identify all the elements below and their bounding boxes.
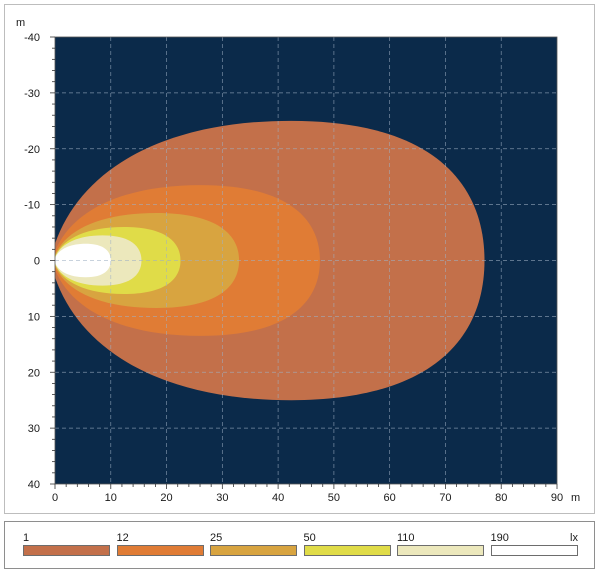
y-tick-label: -20 [24, 144, 40, 156]
y-tick-label: 20 [28, 367, 40, 379]
legend-label-50: 50 [303, 532, 316, 544]
legend: 1 12 25 50 110 190 lx [4, 521, 595, 569]
legend-swatch-25 [210, 545, 297, 556]
x-tick-label: 0 [52, 492, 58, 504]
x-tick-label: 20 [160, 492, 172, 504]
isolux-contour-190 [55, 243, 111, 278]
y-tick-label: -10 [24, 200, 40, 212]
x-tick-label: 90 [551, 492, 563, 504]
chart-frame: 0 10 20 30 40 50 60 70 80 90 m -40 -30 -20 -10 0 10 20 30 4… [4, 4, 595, 514]
x-tick-label: 80 [495, 492, 507, 504]
y-tick-label: -40 [24, 32, 40, 44]
x-unit-label: m [571, 492, 580, 504]
x-tick-label: 10 [105, 492, 117, 504]
x-tick-label: 70 [439, 492, 451, 504]
y-unit-label: m [16, 17, 25, 29]
legend-swatch-190 [490, 545, 578, 556]
legend-swatch-50 [303, 545, 391, 556]
legend-label-190: 190 [490, 532, 509, 544]
y-tick-label: 10 [28, 311, 40, 323]
x-tick-label: 40 [272, 492, 284, 504]
legend-label-110: 110 [397, 532, 415, 544]
x-tick-label: 30 [216, 492, 228, 504]
y-tick-label: 0 [34, 256, 40, 268]
x-tick-label: 60 [384, 492, 396, 504]
y-tick-label: -30 [24, 88, 40, 100]
legend-swatch-12 [116, 545, 204, 556]
legend-swatch-110 [397, 545, 484, 556]
y-tick-label: 30 [28, 423, 40, 435]
x-tick-label: 50 [328, 492, 340, 504]
y-tick-label: 40 [28, 479, 40, 491]
legend-swatch-1 [23, 545, 110, 556]
isolux-chart: 0 10 20 30 40 50 60 70 80 90 m -40 -30 -20 -10 0 10 20 30 4… [16, 17, 580, 504]
legend-label-25: 25 [210, 532, 223, 544]
legend-label-1: 1 [23, 532, 30, 544]
legend-unit-label: lx [570, 532, 578, 544]
legend-label-12: 12 [116, 532, 129, 544]
